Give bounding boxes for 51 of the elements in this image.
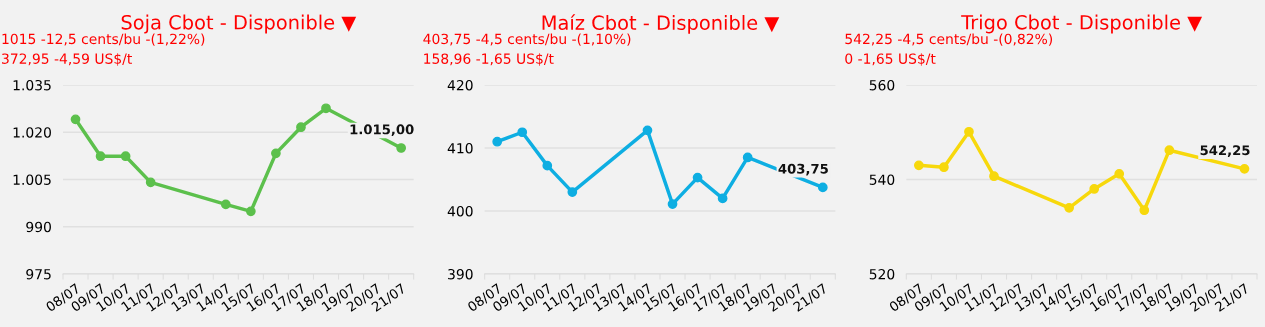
y-tick-label: 990 <box>26 221 51 233</box>
point <box>492 136 503 147</box>
point <box>817 182 828 193</box>
data-label: 542,25 <box>1200 145 1250 157</box>
chart-subtitle: 403,75 -4,5 cents/bu -(1,10%) 158,96 -1,65 US$/t <box>423 33 631 66</box>
y-tick-label: 1.035 <box>13 79 51 91</box>
chart-subtitle: 1015 -12,5 cents/bu -(1,22%) 372,95 -4,59 US$/t <box>2 33 205 66</box>
y-tick-label: 1.005 <box>13 174 51 185</box>
point <box>70 114 81 125</box>
point <box>667 199 678 209</box>
y-tick-label: 400 <box>447 205 473 217</box>
point <box>742 152 753 163</box>
point <box>567 187 578 197</box>
point <box>220 199 231 210</box>
chart-title: Maíz Cbot - Disponible ▼ <box>542 14 780 34</box>
point <box>542 160 553 171</box>
point <box>1089 184 1100 194</box>
y-tick-label: 1.020 <box>13 127 51 138</box>
y-tick-label: 520 <box>869 268 895 280</box>
point <box>1139 205 1150 216</box>
point <box>1164 145 1175 156</box>
chart-title: Trigo Cbot - Disponible ▼ <box>961 14 1203 34</box>
y-tick-label: 420 <box>447 79 473 91</box>
y-tick-label: 390 <box>448 268 473 280</box>
point <box>145 177 156 188</box>
point <box>692 172 703 183</box>
point <box>1114 168 1125 179</box>
point <box>517 127 528 138</box>
y-tick-label: 410 <box>447 142 473 154</box>
y-tick-label: 975 <box>26 268 51 280</box>
point <box>1239 164 1250 174</box>
point <box>1064 202 1075 213</box>
point <box>939 162 949 173</box>
point <box>717 193 728 204</box>
chart-title: Soja Cbot - Disponible ▼ <box>121 14 357 34</box>
y-tick-label: 560 <box>869 79 895 91</box>
point <box>321 103 331 114</box>
data-label: 403,75 <box>778 163 828 176</box>
chart-subtitle: 542,25 -4,5 cents/bu -(0,82%) 0 -1,65 US$/t <box>845 33 1053 66</box>
data-label: 1.015,00 <box>350 124 414 137</box>
point <box>120 151 131 162</box>
point <box>642 125 653 136</box>
point <box>271 148 281 159</box>
y-tick-label: 540 <box>869 174 895 185</box>
point <box>95 151 106 162</box>
point <box>396 143 407 153</box>
point <box>245 206 256 217</box>
point <box>964 126 974 137</box>
point <box>913 160 924 171</box>
point <box>989 171 999 182</box>
point <box>296 122 306 133</box>
